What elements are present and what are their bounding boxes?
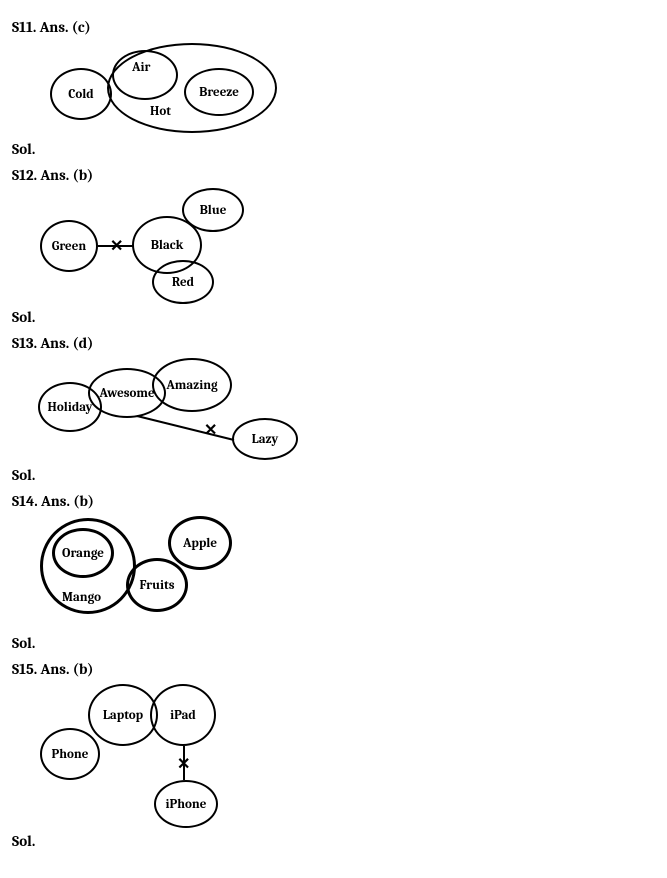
q14-apple-label: Apple	[183, 536, 217, 551]
q11-hot-label: Hot	[150, 104, 171, 119]
q14-sol: Sol.	[12, 634, 655, 652]
q14-mango-label: Mango	[62, 590, 101, 605]
q11-air-oval	[112, 50, 178, 100]
q14-heading: S14. Ans. (b)	[12, 492, 655, 510]
q15-heading: S15. Ans. (b)	[12, 660, 655, 678]
q14-orange-label: Orange	[62, 546, 104, 561]
q12-diagram: Green Black Blue Red ✕	[32, 186, 655, 306]
q12-sol: Sol.	[12, 308, 655, 326]
q11-cold-oval: Cold	[50, 68, 112, 120]
q15-sol: Sol.	[12, 832, 655, 850]
q12-line	[32, 186, 292, 306]
q12-heading: S12. Ans. (b)	[12, 166, 655, 184]
q14-orange-oval: Orange	[52, 528, 114, 578]
q15-cross-mark: ✕	[177, 754, 190, 773]
q13-diagram: Holiday Awesome Amazing Lazy ✕	[32, 354, 655, 464]
q11-breeze-label: Breeze	[199, 85, 239, 100]
q14-apple-oval: Apple	[168, 516, 232, 570]
q11-sol: Sol.	[12, 140, 655, 158]
q11-diagram: Cold Breeze Air Hot	[32, 38, 655, 138]
q15-line	[32, 680, 292, 830]
q14-fruits-label: Fruits	[139, 578, 174, 593]
q11-air-label: Air	[132, 60, 150, 75]
q13-line	[32, 354, 332, 464]
q12-cross-mark: ✕	[110, 236, 123, 255]
q11-cold-label: Cold	[68, 87, 93, 102]
q13-heading: S13. Ans. (d)	[12, 334, 655, 352]
q11-breeze-oval: Breeze	[184, 68, 254, 116]
q13-sol: Sol.	[12, 466, 655, 484]
q14-diagram: Orange Fruits Apple Mango	[32, 512, 655, 632]
q15-diagram: Laptop iPad Phone iPhone ✕	[32, 680, 655, 830]
q14-fruits-oval: Fruits	[126, 558, 188, 612]
q11-heading: S11. Ans. (c)	[12, 18, 655, 36]
q13-cross-mark: ✕	[204, 420, 217, 439]
